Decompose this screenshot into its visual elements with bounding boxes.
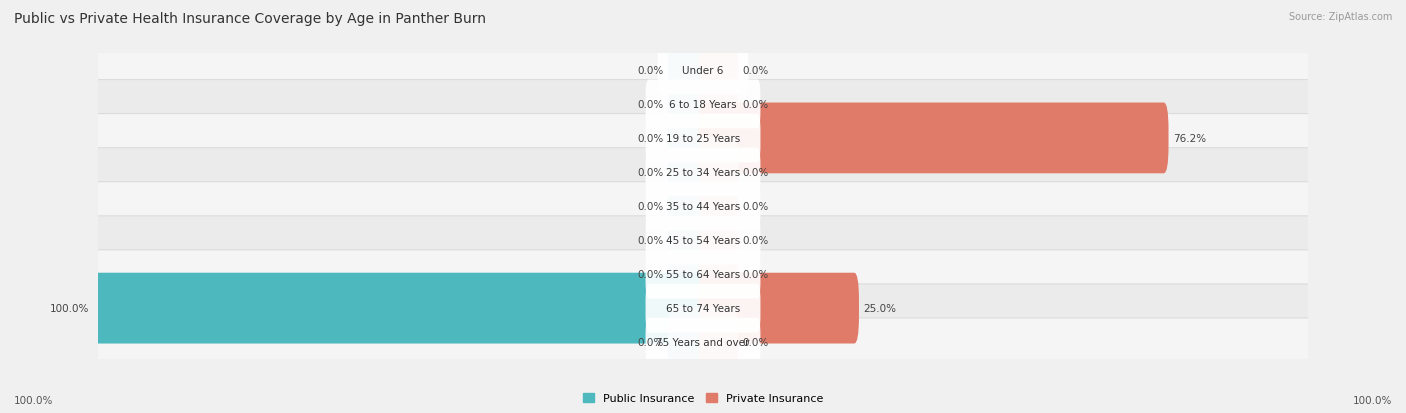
Text: 0.0%: 0.0% [637,202,664,211]
Text: 0.0%: 0.0% [742,168,769,178]
Legend: Public Insurance, Private Insurance: Public Insurance, Private Insurance [579,389,827,408]
Text: 6 to 18 Years: 6 to 18 Years [669,100,737,109]
FancyBboxPatch shape [645,216,761,265]
Text: 0.0%: 0.0% [637,133,664,144]
FancyBboxPatch shape [668,36,707,106]
FancyBboxPatch shape [699,307,738,377]
FancyBboxPatch shape [97,318,1309,366]
FancyBboxPatch shape [97,216,1309,265]
FancyBboxPatch shape [97,284,1309,332]
FancyBboxPatch shape [658,46,748,95]
FancyBboxPatch shape [668,205,707,276]
Text: 0.0%: 0.0% [742,66,769,76]
Text: 76.2%: 76.2% [1173,133,1206,144]
Text: 0.0%: 0.0% [637,66,664,76]
FancyBboxPatch shape [699,69,738,140]
Text: 0.0%: 0.0% [742,337,769,347]
Text: 35 to 44 Years: 35 to 44 Years [666,202,740,211]
FancyBboxPatch shape [97,81,1309,129]
FancyBboxPatch shape [645,148,761,197]
Text: 100.0%: 100.0% [51,304,90,313]
FancyBboxPatch shape [645,182,761,231]
FancyBboxPatch shape [97,114,1309,163]
Text: 55 to 64 Years: 55 to 64 Years [666,269,740,280]
Text: 0.0%: 0.0% [637,235,664,245]
FancyBboxPatch shape [645,284,761,333]
Text: 0.0%: 0.0% [742,100,769,109]
Text: 75 Years and over: 75 Years and over [657,337,749,347]
Text: 0.0%: 0.0% [742,235,769,245]
Text: 65 to 74 Years: 65 to 74 Years [666,304,740,313]
FancyBboxPatch shape [699,36,738,106]
Text: 0.0%: 0.0% [637,269,664,280]
Text: 0.0%: 0.0% [637,168,664,178]
Text: 0.0%: 0.0% [637,337,664,347]
FancyBboxPatch shape [645,114,761,163]
Text: 25.0%: 25.0% [863,304,896,313]
FancyBboxPatch shape [97,250,1309,299]
Text: 0.0%: 0.0% [637,100,664,109]
FancyBboxPatch shape [668,69,707,140]
FancyBboxPatch shape [97,47,1309,95]
Text: 25 to 34 Years: 25 to 34 Years [666,168,740,178]
Text: 100.0%: 100.0% [1353,395,1392,405]
FancyBboxPatch shape [97,183,1309,230]
FancyBboxPatch shape [699,205,738,276]
FancyBboxPatch shape [699,239,738,310]
Text: 100.0%: 100.0% [14,395,53,405]
FancyBboxPatch shape [97,148,1309,197]
FancyBboxPatch shape [668,137,707,208]
FancyBboxPatch shape [645,80,761,129]
FancyBboxPatch shape [645,250,761,299]
Text: 0.0%: 0.0% [742,202,769,211]
FancyBboxPatch shape [645,318,761,367]
Text: Public vs Private Health Insurance Coverage by Age in Panther Burn: Public vs Private Health Insurance Cover… [14,12,486,26]
FancyBboxPatch shape [668,239,707,310]
FancyBboxPatch shape [699,103,1168,174]
Text: 45 to 54 Years: 45 to 54 Years [666,235,740,245]
FancyBboxPatch shape [668,171,707,242]
Text: Source: ZipAtlas.com: Source: ZipAtlas.com [1288,12,1392,22]
FancyBboxPatch shape [699,137,738,208]
FancyBboxPatch shape [699,171,738,242]
Text: Under 6: Under 6 [682,66,724,76]
Text: 19 to 25 Years: 19 to 25 Years [666,133,740,144]
Text: 0.0%: 0.0% [742,269,769,280]
FancyBboxPatch shape [668,307,707,377]
FancyBboxPatch shape [94,273,707,344]
FancyBboxPatch shape [668,103,707,174]
FancyBboxPatch shape [699,273,859,344]
